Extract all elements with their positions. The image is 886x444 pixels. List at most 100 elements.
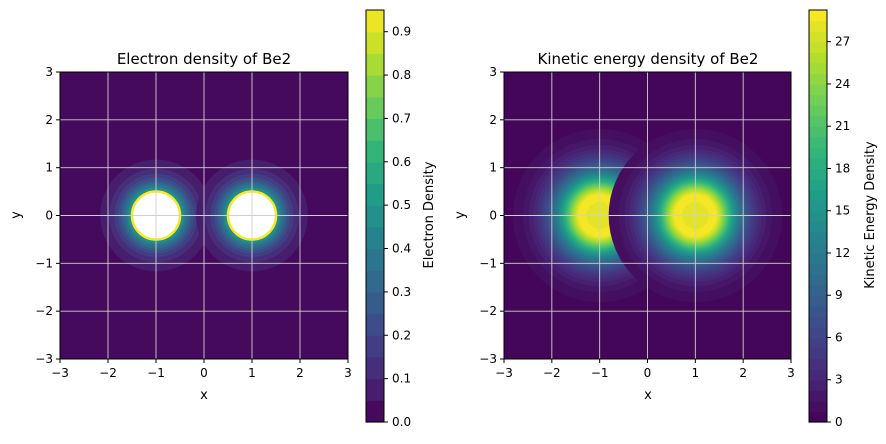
colorbar-level xyxy=(366,161,384,185)
colorbar-level xyxy=(809,10,827,22)
colorbar-level xyxy=(809,179,827,191)
colorbar-tick-labels: 0.0 0.1 0.2 0.3 0.4 0.5 0.6 0.7 0.8 0.9 xyxy=(384,25,411,429)
x-tick-label: 0 xyxy=(644,366,652,380)
x-tick-label: 1 xyxy=(692,366,700,380)
colorbar-tick-label: 27 xyxy=(835,35,850,49)
colorbar-label: Electron Density xyxy=(422,161,437,268)
colorbar-level xyxy=(366,31,384,54)
y-axis-label: y xyxy=(453,211,468,219)
colorbar-label: Kinetic Energy Density xyxy=(863,141,878,289)
colorbar-level xyxy=(809,305,827,317)
x-tick-labels: −3 −2 −1 0 1 2 3 xyxy=(51,359,352,380)
colorbar-level xyxy=(809,147,827,159)
colorbar-level xyxy=(809,94,827,106)
colorbar-level xyxy=(366,118,384,141)
y-tick-label: −3 xyxy=(35,352,53,366)
y-tick-label: −3 xyxy=(479,352,497,366)
colorbar-tick-label: 0.0 xyxy=(392,415,411,429)
colorbar-level xyxy=(809,157,827,170)
x-tick-label: −3 xyxy=(51,366,69,380)
colorbar-tick-label: 0.7 xyxy=(392,111,411,125)
colorbar-level xyxy=(809,337,827,349)
electron-density-panel: Electron density of Be2 −3 −2 −1 0 1 2 3 −3−2−… xyxy=(9,9,437,429)
colorbar-level xyxy=(809,31,827,43)
colorbar-frame xyxy=(808,9,828,423)
colorbar-tick-label: 12 xyxy=(835,246,850,260)
y-axis-label: y xyxy=(9,211,24,219)
x-tick-label: 2 xyxy=(739,366,747,380)
colorbar-level xyxy=(366,10,384,33)
colorbar-level xyxy=(366,400,384,423)
y-tick-label: 0 xyxy=(45,209,53,223)
colorbar-level xyxy=(809,390,827,402)
x-tick-label: 0 xyxy=(200,366,208,380)
colorbar-level xyxy=(809,379,827,391)
colorbar-level xyxy=(809,126,827,138)
colorbar-level xyxy=(809,105,827,117)
colorbar-level xyxy=(809,20,827,32)
y-tick-label: −2 xyxy=(35,304,53,318)
colorbar-tick-label: 0.2 xyxy=(392,328,411,342)
colorbar-tick-label: 3 xyxy=(835,373,843,387)
y-tick-label: −1 xyxy=(35,256,53,270)
colorbar-level xyxy=(366,335,384,358)
colorbar-level xyxy=(809,369,827,381)
y-tick-labels: −3 −2 −1 0 1 2 3 xyxy=(35,65,60,366)
colorbar-tick-label: 21 xyxy=(835,119,850,133)
chart-title: Kinetic energy density of Be2 xyxy=(538,50,759,68)
y-tick-label: 3 xyxy=(45,65,53,79)
x-tick-label: 3 xyxy=(787,366,795,380)
colorbar-level xyxy=(809,168,827,180)
colorbar-level xyxy=(809,73,827,85)
colorbar-level xyxy=(809,316,827,328)
y-tick-labels: −3 −2 −1 0 1 2 3 xyxy=(479,65,504,366)
colorbar-level xyxy=(809,252,827,265)
colorbar-level xyxy=(809,348,827,360)
y-tick-label: 3 xyxy=(489,65,497,79)
colorbar-level xyxy=(809,221,827,233)
colorbar-level xyxy=(809,295,827,307)
colorbar-frame xyxy=(365,9,385,423)
colorbar xyxy=(808,9,828,423)
colorbar-level xyxy=(366,140,384,163)
colorbar-tick-label: 0.9 xyxy=(392,25,411,39)
colorbar-level xyxy=(366,53,384,76)
colorbar-level xyxy=(809,210,827,222)
colorbar-tick-label: 0.8 xyxy=(392,68,411,82)
x-tick-label: 2 xyxy=(296,366,304,380)
colorbar-level xyxy=(809,284,827,296)
colorbar-level xyxy=(809,189,827,201)
x-axis-label: x xyxy=(644,388,652,403)
y-tick-label: 2 xyxy=(45,113,53,127)
colorbar-level xyxy=(809,263,827,275)
colorbar-tick-label: 0.6 xyxy=(392,155,411,169)
colorbar-tick-label: 6 xyxy=(835,330,843,344)
y-tick-label: 1 xyxy=(489,161,497,175)
x-tick-label: −2 xyxy=(99,366,117,380)
colorbar-level xyxy=(366,96,384,120)
colorbar-level xyxy=(809,62,827,74)
colorbar-level xyxy=(809,242,827,254)
y-tick-label: 1 xyxy=(45,161,53,175)
kinetic-energy-density-panel: Kinetic energy density of Be2 −3 −2 −1 0 1 2 3… xyxy=(453,9,878,429)
colorbar xyxy=(365,9,385,423)
colorbar-tick-label: 24 xyxy=(835,77,850,91)
y-tick-label: −2 xyxy=(479,304,497,318)
colorbar-tick-label: 0.1 xyxy=(392,372,411,386)
colorbar-level xyxy=(366,248,384,271)
colorbar-tick-label: 0.4 xyxy=(392,242,411,256)
x-tick-label: −2 xyxy=(543,366,561,380)
colorbar-level xyxy=(366,313,384,336)
colorbar-level xyxy=(366,226,384,250)
colorbar-level xyxy=(809,358,827,370)
colorbar-level xyxy=(366,183,384,206)
colorbar-level xyxy=(809,411,827,423)
colorbar-level xyxy=(366,356,384,380)
colorbar-tick-labels: 0 3 6 9 12 15 18 21 24 27 xyxy=(827,35,850,429)
colorbar-tick-label: 0.3 xyxy=(392,285,411,299)
colorbar-level xyxy=(809,200,827,212)
colorbar-level xyxy=(809,41,827,53)
y-tick-label: −1 xyxy=(479,256,497,270)
colorbar-level xyxy=(366,291,384,315)
